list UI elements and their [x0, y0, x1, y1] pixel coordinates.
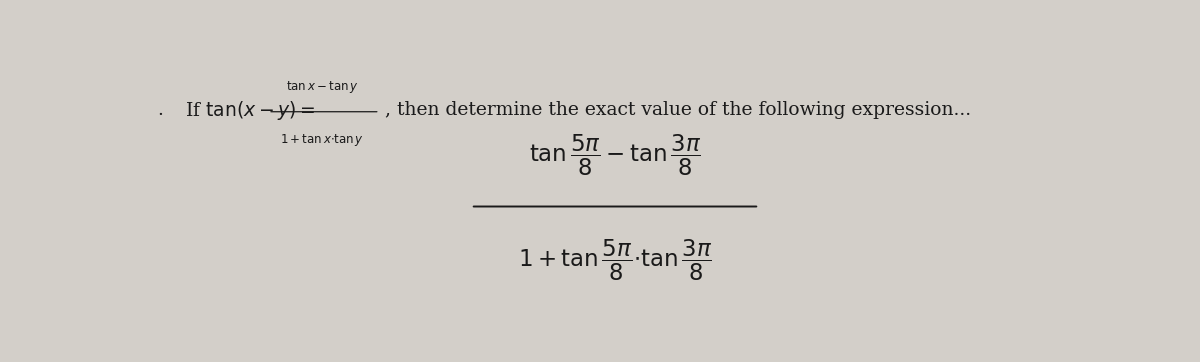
- Text: .: .: [157, 101, 163, 119]
- Text: $1+\mathrm{tan}\,x{\cdot}\mathrm{tan}\,y$: $1+\mathrm{tan}\,x{\cdot}\mathrm{tan}\,y…: [280, 132, 364, 148]
- Text: $\mathrm{tan}\,x-\mathrm{tan}\,y$: $\mathrm{tan}\,x-\mathrm{tan}\,y$: [286, 79, 359, 94]
- Text: If $\mathrm{tan}(x-y)=$: If $\mathrm{tan}(x-y)=$: [185, 99, 316, 122]
- Text: , then determine the exact value of the following expression...: , then determine the exact value of the …: [385, 101, 972, 119]
- Text: $\mathrm{tan}\,\dfrac{5\pi}{8} - \mathrm{tan}\,\dfrac{3\pi}{8}$: $\mathrm{tan}\,\dfrac{5\pi}{8} - \mathrm…: [529, 132, 701, 177]
- Text: $1+\mathrm{tan}\,\dfrac{5\pi}{8}{\cdot}\mathrm{tan}\,\dfrac{3\pi}{8}$: $1+\mathrm{tan}\,\dfrac{5\pi}{8}{\cdot}\…: [518, 238, 712, 283]
